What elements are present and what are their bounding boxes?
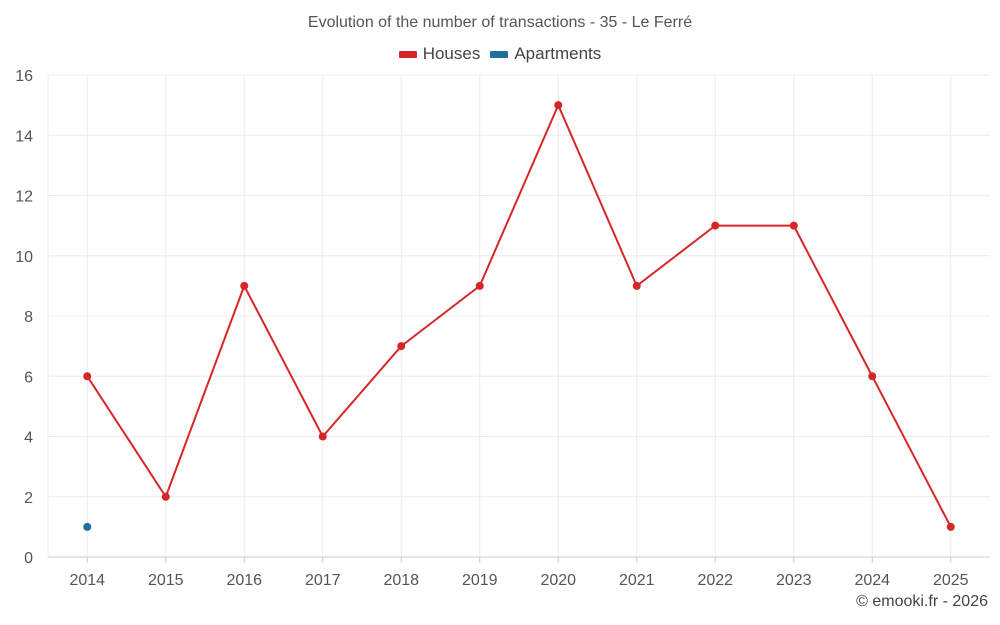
x-tick-label: 2014 xyxy=(69,572,105,589)
series-line-houses xyxy=(86,104,952,528)
series xyxy=(83,101,955,531)
y-tick-label: 16 xyxy=(15,68,33,85)
data-point-houses xyxy=(475,281,484,290)
x-tick-label: 2019 xyxy=(462,572,498,589)
data-point-houses xyxy=(554,101,563,110)
data-point-houses xyxy=(711,221,720,230)
data-point-houses xyxy=(789,221,798,230)
y-tick-label: 6 xyxy=(24,369,33,386)
x-tick-label: 2018 xyxy=(383,572,419,589)
x-tick-label: 2016 xyxy=(226,572,262,589)
data-point-houses xyxy=(868,372,877,381)
x-tick-label: 2017 xyxy=(305,572,341,589)
y-tick-label: 0 xyxy=(24,550,33,567)
data-point-houses xyxy=(240,281,249,290)
data-point-houses xyxy=(318,432,327,441)
data-point-houses xyxy=(161,492,170,501)
data-point-houses xyxy=(397,342,406,351)
y-tick-label: 8 xyxy=(24,309,33,326)
legend-swatch-apartments xyxy=(490,50,509,58)
data-point-houses xyxy=(83,372,92,381)
data-point-houses xyxy=(632,281,641,290)
x-tick-label: 2023 xyxy=(776,572,812,589)
legend-label-houses: Houses xyxy=(422,44,481,63)
chart-title: Evolution of the number of transactions … xyxy=(307,14,693,31)
y-tick-label: 2 xyxy=(24,490,33,507)
x-tick-label: 2022 xyxy=(697,572,733,589)
x-tick-label: 2025 xyxy=(933,572,969,589)
x-tick-label: 2024 xyxy=(854,572,890,589)
legend-item-apartments[interactable]: Apartments xyxy=(490,44,601,64)
y-tick-label: 10 xyxy=(15,249,33,266)
x-tick-label: 2021 xyxy=(619,572,655,589)
grid xyxy=(47,74,990,558)
data-point-apartments xyxy=(83,522,92,531)
x-tick-label: 2020 xyxy=(540,572,576,589)
credit-text: © emooki.fr - 2026 xyxy=(856,593,988,610)
legend-item-houses[interactable]: Houses xyxy=(398,44,481,64)
y-tick-label: 12 xyxy=(15,189,33,206)
data-point-houses xyxy=(946,522,955,531)
legend-swatch-houses xyxy=(398,50,417,58)
legend: Houses Apartments xyxy=(0,44,1000,64)
axes: 0 2 4 6 8 10 12 14 16 2014 2015 2016 2017 2018 2019 202… xyxy=(15,68,968,589)
y-tick-label: 14 xyxy=(15,128,33,145)
y-tick-label: 4 xyxy=(24,430,33,447)
legend-label-apartments: Apartments xyxy=(514,44,602,63)
x-tick-label: 2015 xyxy=(148,572,184,589)
